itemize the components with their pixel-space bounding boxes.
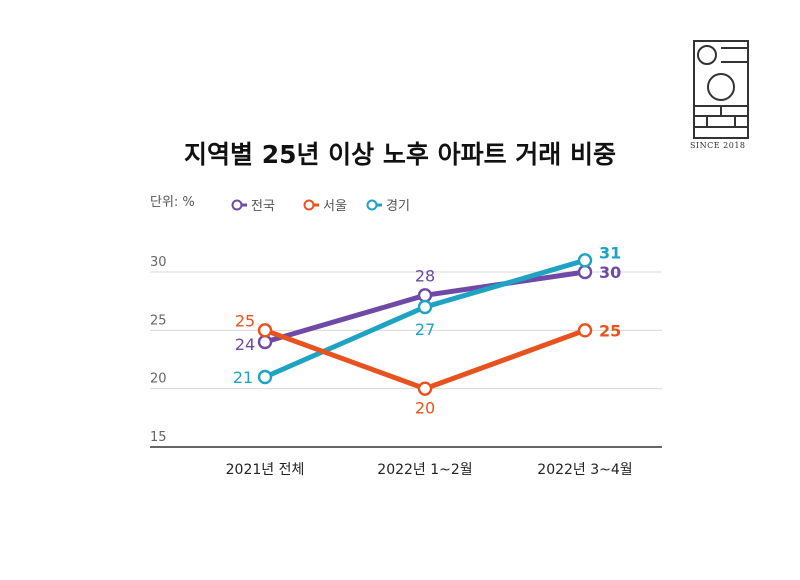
- y-tick-label: 20: [150, 372, 167, 387]
- chart-title: 지역별 25년 이상 노후 아파트 거래 비중: [184, 140, 616, 169]
- x-tick-label: 2021년 전체: [226, 462, 305, 478]
- y-tick-label: 25: [150, 313, 167, 328]
- data-point: [577, 253, 593, 268]
- legend-item: 서울: [303, 199, 347, 214]
- logo-caption: SINCE 2018: [690, 141, 746, 150]
- y-tick-label: 30: [150, 255, 167, 270]
- grid: 15 20 25 30 2021년 전체 2022년 1~2월 2022년 3~4월: [150, 255, 662, 478]
- data-point: [257, 334, 273, 350]
- legend-label: 전국: [251, 199, 275, 214]
- data-point: [417, 299, 433, 315]
- legend-item: 전국: [231, 199, 275, 214]
- data-point: [417, 288, 433, 303]
- data-label: 25: [235, 311, 255, 330]
- legend-item: 경기: [366, 199, 410, 214]
- data-label: 20: [415, 399, 435, 418]
- data-point: [577, 323, 593, 338]
- data-label: 31: [599, 243, 621, 262]
- data-label: 21: [233, 368, 253, 387]
- legend: 전국 서울 경기: [231, 199, 410, 214]
- unit-label: 단위: %: [150, 195, 195, 210]
- legend-label: 경기: [386, 199, 410, 214]
- x-tick-label: 2022년 1~2월: [377, 462, 472, 478]
- y-tick-label: 15: [150, 430, 167, 445]
- data-label: 27: [415, 320, 435, 339]
- data-label: 28: [415, 266, 435, 285]
- x-tick-label: 2022년 3~4월: [537, 462, 632, 478]
- data-label: 24: [235, 335, 255, 354]
- data-label: 25: [599, 321, 621, 340]
- data-label: 30: [599, 263, 621, 282]
- legend-label: 서울: [323, 199, 347, 214]
- data-point: [577, 264, 593, 280]
- data-point: [417, 381, 433, 396]
- legend-marker: [366, 199, 378, 211]
- plot-area: 24 28 30 25 20 25 21 27 31: [233, 243, 621, 417]
- legend-marker: [231, 199, 243, 211]
- data-point: [257, 369, 273, 385]
- legend-marker: [303, 199, 315, 211]
- data-point: [257, 323, 273, 338]
- series-line: [262, 327, 588, 392]
- logo-icon: [693, 40, 749, 139]
